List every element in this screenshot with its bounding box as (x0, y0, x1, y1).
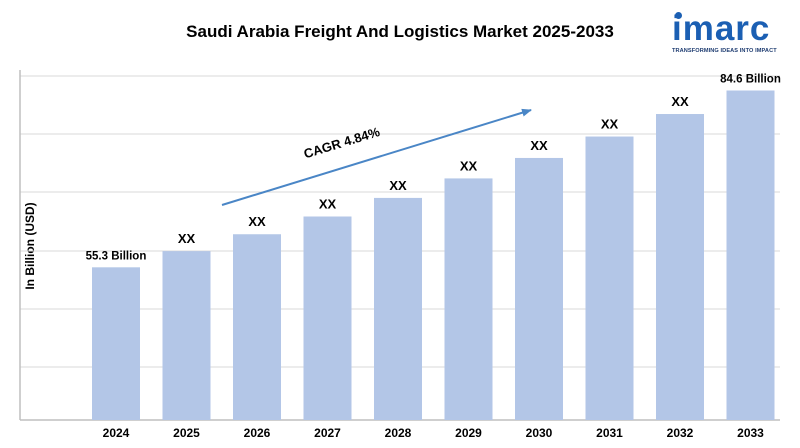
data-label-2032: XX (671, 94, 689, 109)
bar-2027 (303, 216, 352, 420)
bar-2028 (374, 197, 422, 420)
data-label-2029: XX (460, 158, 478, 173)
bar-2024 (92, 267, 140, 420)
logo-wordmark: imarc (672, 9, 771, 48)
bar-2031 (585, 136, 634, 421)
bar-2030 (515, 157, 563, 421)
bar-2026 (233, 234, 281, 420)
data-label-2033: 84.6 Billion (720, 73, 781, 85)
bar-2032 (656, 114, 704, 420)
data-label-2024: 55.3 Billion (86, 250, 147, 262)
x-tick-2029: 2029 (455, 426, 482, 440)
imarc-logo: imarc TRANSFORMING IDEAS INTO IMPACT (672, 10, 794, 58)
chart-title: Saudi Arabia Freight And Logistics Marke… (186, 22, 614, 41)
data-label-2027: XX (319, 196, 337, 211)
x-tick-2026: 2026 (244, 426, 271, 440)
x-tick-2033: 2033 (737, 426, 764, 440)
x-tick-2024: 2024 (103, 426, 130, 440)
x-tick-2032: 2032 (667, 426, 694, 440)
x-tick-2025: 2025 (173, 426, 200, 440)
x-tick-2028: 2028 (385, 426, 412, 440)
data-label-2030: XX (530, 138, 548, 153)
data-label-2031: XX (601, 117, 619, 132)
x-tick-2027: 2027 (314, 426, 341, 440)
data-label-2028: XX (389, 178, 407, 193)
bar-2025 (162, 251, 211, 420)
data-label-2025: XX (178, 231, 196, 246)
bar-2033 (726, 90, 775, 421)
cagr-arrow (221, 108, 532, 206)
data-label-2026: XX (248, 214, 266, 229)
x-tick-2030: 2030 (526, 426, 553, 440)
logo-dot-icon (675, 12, 682, 19)
cagr-annotation: CAGR 4.84% (302, 124, 382, 161)
x-tick-2031: 2031 (596, 426, 623, 440)
logo-tagline: TRANSFORMING IDEAS INTO IMPACT (672, 48, 777, 54)
bar-2029 (444, 178, 493, 420)
